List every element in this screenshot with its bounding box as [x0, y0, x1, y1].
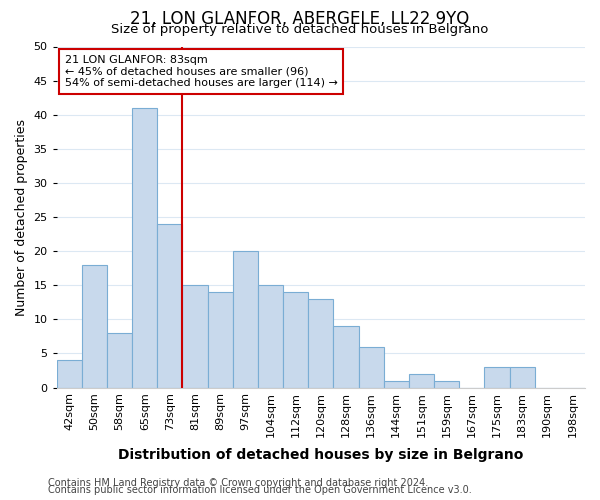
Bar	[233, 251, 258, 388]
Bar	[434, 380, 459, 388]
Bar	[258, 285, 283, 388]
Text: Contains HM Land Registry data © Crown copyright and database right 2024.: Contains HM Land Registry data © Crown c…	[48, 478, 428, 488]
Bar	[283, 292, 308, 388]
Text: Size of property relative to detached houses in Belgrano: Size of property relative to detached ho…	[112, 22, 488, 36]
Bar	[107, 333, 132, 388]
Bar	[208, 292, 233, 388]
Bar	[82, 265, 107, 388]
Bar	[57, 360, 82, 388]
Bar	[359, 346, 384, 388]
Bar	[182, 285, 208, 388]
Bar	[132, 108, 157, 388]
Bar	[157, 224, 182, 388]
Y-axis label: Number of detached properties: Number of detached properties	[15, 118, 28, 316]
Text: 21 LON GLANFOR: 83sqm
← 45% of detached houses are smaller (96)
54% of semi-deta: 21 LON GLANFOR: 83sqm ← 45% of detached …	[65, 55, 338, 88]
X-axis label: Distribution of detached houses by size in Belgrano: Distribution of detached houses by size …	[118, 448, 524, 462]
Text: 21, LON GLANFOR, ABERGELE, LL22 9YQ: 21, LON GLANFOR, ABERGELE, LL22 9YQ	[130, 10, 470, 28]
Bar	[409, 374, 434, 388]
Text: Contains public sector information licensed under the Open Government Licence v3: Contains public sector information licen…	[48, 485, 472, 495]
Bar	[308, 299, 334, 388]
Bar	[509, 367, 535, 388]
Bar	[484, 367, 509, 388]
Bar	[334, 326, 359, 388]
Bar	[384, 380, 409, 388]
